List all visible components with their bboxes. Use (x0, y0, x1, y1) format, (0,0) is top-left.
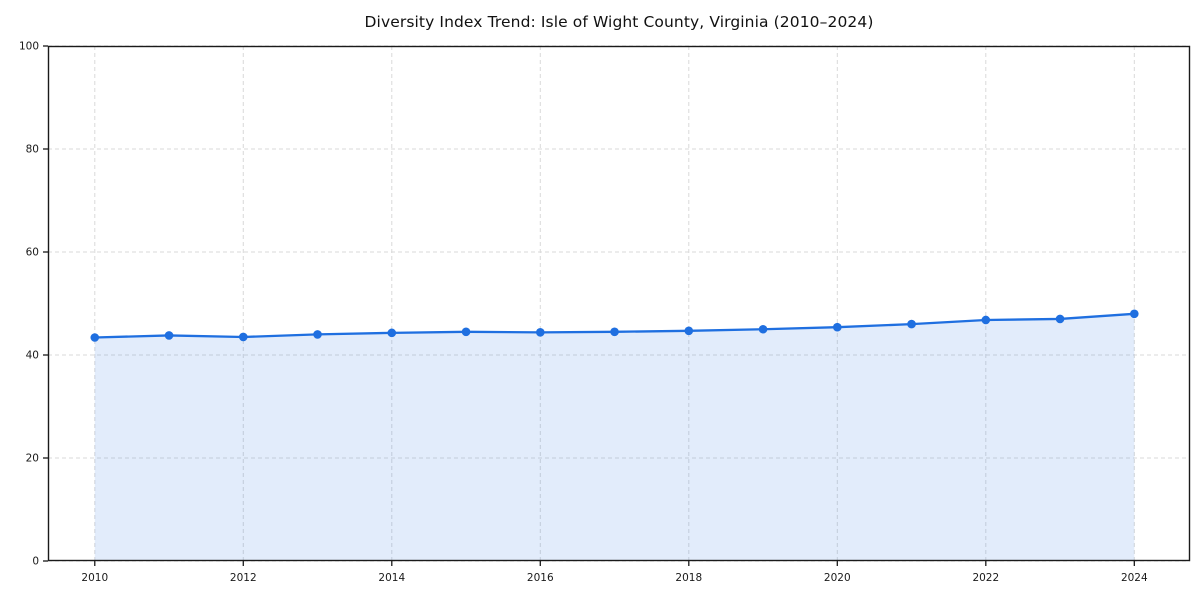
data-point-2014 (387, 328, 397, 338)
x-tick-label: 2022 (972, 572, 999, 584)
y-tick-label: 20 (26, 452, 39, 464)
y-tick-label: 0 (32, 555, 39, 567)
data-point-2020 (833, 322, 842, 332)
data-point-2013 (313, 330, 322, 339)
data-point-2016 (535, 328, 545, 337)
data-point-2017 (610, 327, 619, 337)
x-tick-label: 2016 (527, 572, 554, 584)
x-tick-label: 2020 (824, 572, 851, 584)
y-tick-label: 40 (26, 349, 39, 361)
x-tick-label: 2018 (675, 572, 702, 584)
chart-title: Diversity Index Trend: Isle of Wight Cou… (364, 13, 874, 31)
data-point-2015 (461, 327, 471, 337)
data-point-2011 (164, 331, 174, 340)
data-point-2024 (1130, 309, 1139, 319)
x-tick-label: 2012 (230, 572, 257, 584)
data-point-2019 (758, 324, 768, 334)
data-point-2021 (907, 319, 916, 329)
data-point-2018 (684, 326, 694, 336)
area-fill (94, 313, 1135, 561)
axes-spines (47, 45, 1191, 562)
y-tick-label: 100 (19, 40, 39, 52)
data-point-2023 (1055, 314, 1065, 324)
x-tick-label: 2014 (378, 572, 405, 584)
y-tick-label: 60 (26, 246, 39, 258)
data-point-2022 (981, 315, 991, 325)
data-point-2012 (238, 332, 248, 342)
x-tick-label: 2024 (1121, 572, 1148, 584)
x-tick-label: 2010 (81, 572, 108, 584)
y-tick-label: 80 (26, 143, 39, 155)
data-point-2010 (90, 333, 100, 342)
